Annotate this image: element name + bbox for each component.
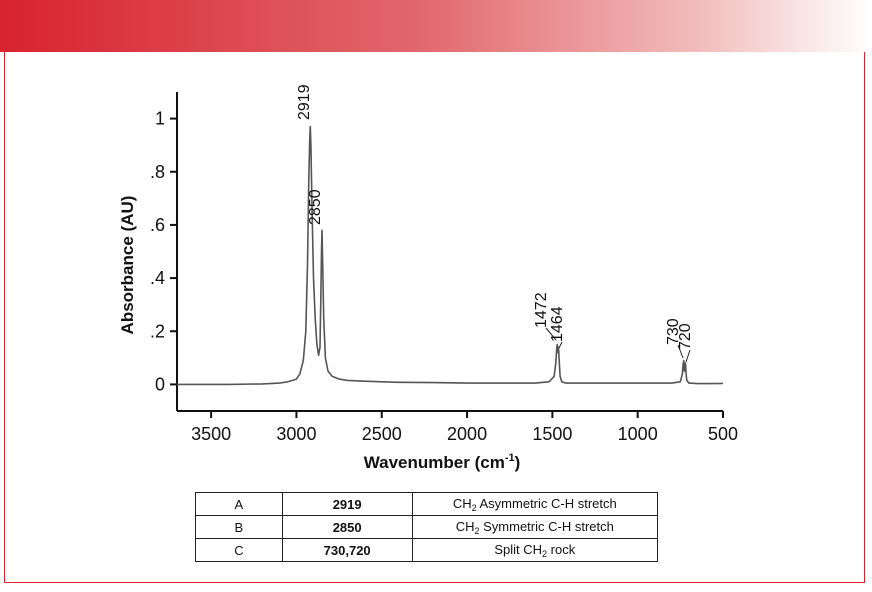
table-row: B 2850 CH2 Symmetric C-H stretch [195,515,659,539]
peak-leader-line [685,349,691,363]
peak-leader-line [558,341,563,349]
tick-labels: 1 .8 .6 .4 .2 0 3500 3000 2500 2000 1500 1000 500 [150,109,738,444]
desc-post: Asymmetric C-H stretch [476,495,617,511]
x-tick-label: 500 [708,424,738,444]
table-cell-wavenumber: 2850 [281,515,413,539]
desc-post: rock [547,541,576,557]
spectrum-line [177,125,724,386]
peak-label-1464: 1464 [549,306,566,342]
peak-label-720: 720 [677,323,694,350]
table-cell-label: A [195,492,283,516]
table-cell-description: Split CH2 rock [411,538,659,562]
y-tick-label: 0 [155,374,165,394]
series-layer [177,125,724,386]
peak-assignment-table: A 2919 CH2 Asymmetric C-H stretch B 2850… [195,492,659,562]
table-cell-description: CH2 Asymmetric C-H stretch [411,492,659,516]
peak-label-2919: 2919 [296,84,313,120]
figure-frame [4,52,865,583]
x-tick-label: 1000 [618,424,658,444]
x-tick-label: 2500 [362,424,402,444]
desc-subscript: 2 [542,548,548,559]
table-cell-label: C [195,538,283,562]
peak-label-730: 730 [665,318,682,345]
desc-pre: CH [455,518,475,534]
y-tick-label: .8 [150,162,165,182]
table-cell-wavenumber: 2919 [281,492,413,516]
y-axis-title: Absorbance (AU) [118,196,137,335]
desc-subscript: 2 [471,502,477,513]
peak-leader-line [545,327,557,341]
tick-marks [170,117,724,418]
x-axis-title-superscript: -1 [505,452,515,464]
peak-label-1472: 1472 [533,292,550,328]
peak-leader-line [677,344,684,359]
x-tick-label: 3000 [276,424,316,444]
y-tick-label: .2 [150,321,165,341]
desc-pre: Split CH [494,541,543,557]
table-cell-label: B [195,515,283,539]
y-tick-label: 1 [155,109,165,129]
desc-pre: CH [452,495,472,511]
table-cell-wavenumber: 730,720 [281,538,413,562]
x-axis-title: Wavenumber (cm-1) [364,452,521,472]
table-row: C 730,720 Split CH2 rock [195,538,659,562]
x-tick-label: 1500 [532,424,572,444]
x-tick-label: 3500 [191,424,231,444]
x-axis-title-main: Wavenumber (cm [364,453,505,472]
axes [176,92,723,412]
desc-subscript: 2 [474,525,480,536]
desc-post: Symmetric C-H stretch [479,518,614,534]
y-tick-label: .6 [150,215,165,235]
header-gradient-band [0,0,872,52]
y-tick-label: .4 [150,268,165,288]
table-cell-description: CH2 Symmetric C-H stretch [411,515,659,539]
peak-label-2850: 2850 [307,189,324,225]
table-row: A 2919 CH2 Asymmetric C-H stretch [195,492,659,516]
x-axis-title-end: ) [515,453,521,472]
x-tick-label: 2000 [447,424,487,444]
